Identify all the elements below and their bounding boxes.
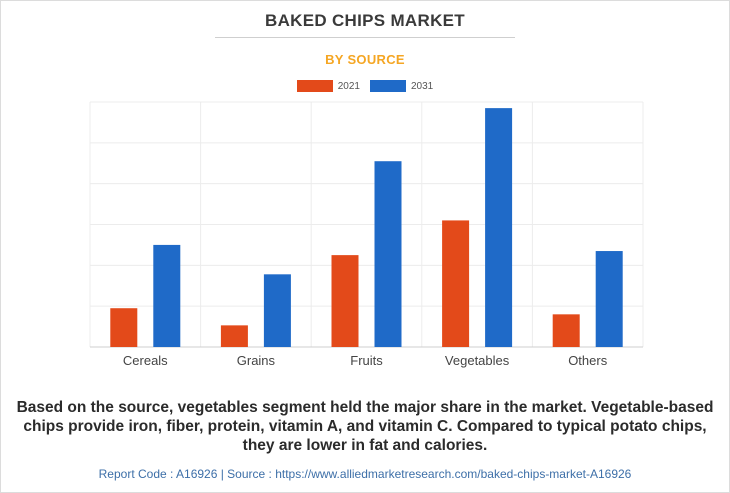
bar-2021-vegetables[interactable] (442, 220, 470, 347)
report-source-footer[interactable]: Report Code : A16926 | Source : https://… (98, 467, 632, 481)
bar-2021-fruits[interactable] (331, 255, 359, 347)
legend-label-2021: 2021 (337, 80, 360, 92)
legend-label-2031: 2031 (411, 80, 434, 92)
x-tick-label: Vegetables (445, 353, 510, 368)
title-divider (215, 37, 515, 38)
x-tick-label: Others (568, 353, 608, 368)
x-tick-label: Grains (237, 353, 276, 368)
legend: 2021 2031 (0, 80, 730, 92)
bar-2031-fruits[interactable] (374, 161, 402, 347)
legend-swatch-2021 (296, 80, 333, 92)
bar-2021-grains[interactable] (220, 325, 248, 347)
chart-subtitle: BY SOURCE (325, 52, 405, 67)
bar-2031-others[interactable] (595, 251, 623, 347)
chart-title: BAKED CHIPS MARKET (265, 11, 465, 30)
legend-item-2031[interactable]: 2031 (370, 80, 433, 92)
bar-2021-others[interactable] (552, 314, 580, 347)
legend-item-2021[interactable]: 2021 (296, 80, 360, 92)
bar-chart: Cereals Grains Fruits Vegetables Others (89, 101, 644, 368)
bar-2031-cereals[interactable] (153, 244, 181, 347)
x-tick-label: Fruits (350, 353, 383, 368)
bar-2031-vegetables[interactable] (485, 108, 513, 347)
x-tick-label: Cereals (123, 353, 168, 368)
bar-2031-grains[interactable] (263, 274, 291, 347)
bar-2021-cereals[interactable] (110, 308, 138, 347)
chart-caption: Based on the source, vegetables segment … (16, 399, 714, 454)
legend-swatch-2031 (370, 80, 406, 92)
